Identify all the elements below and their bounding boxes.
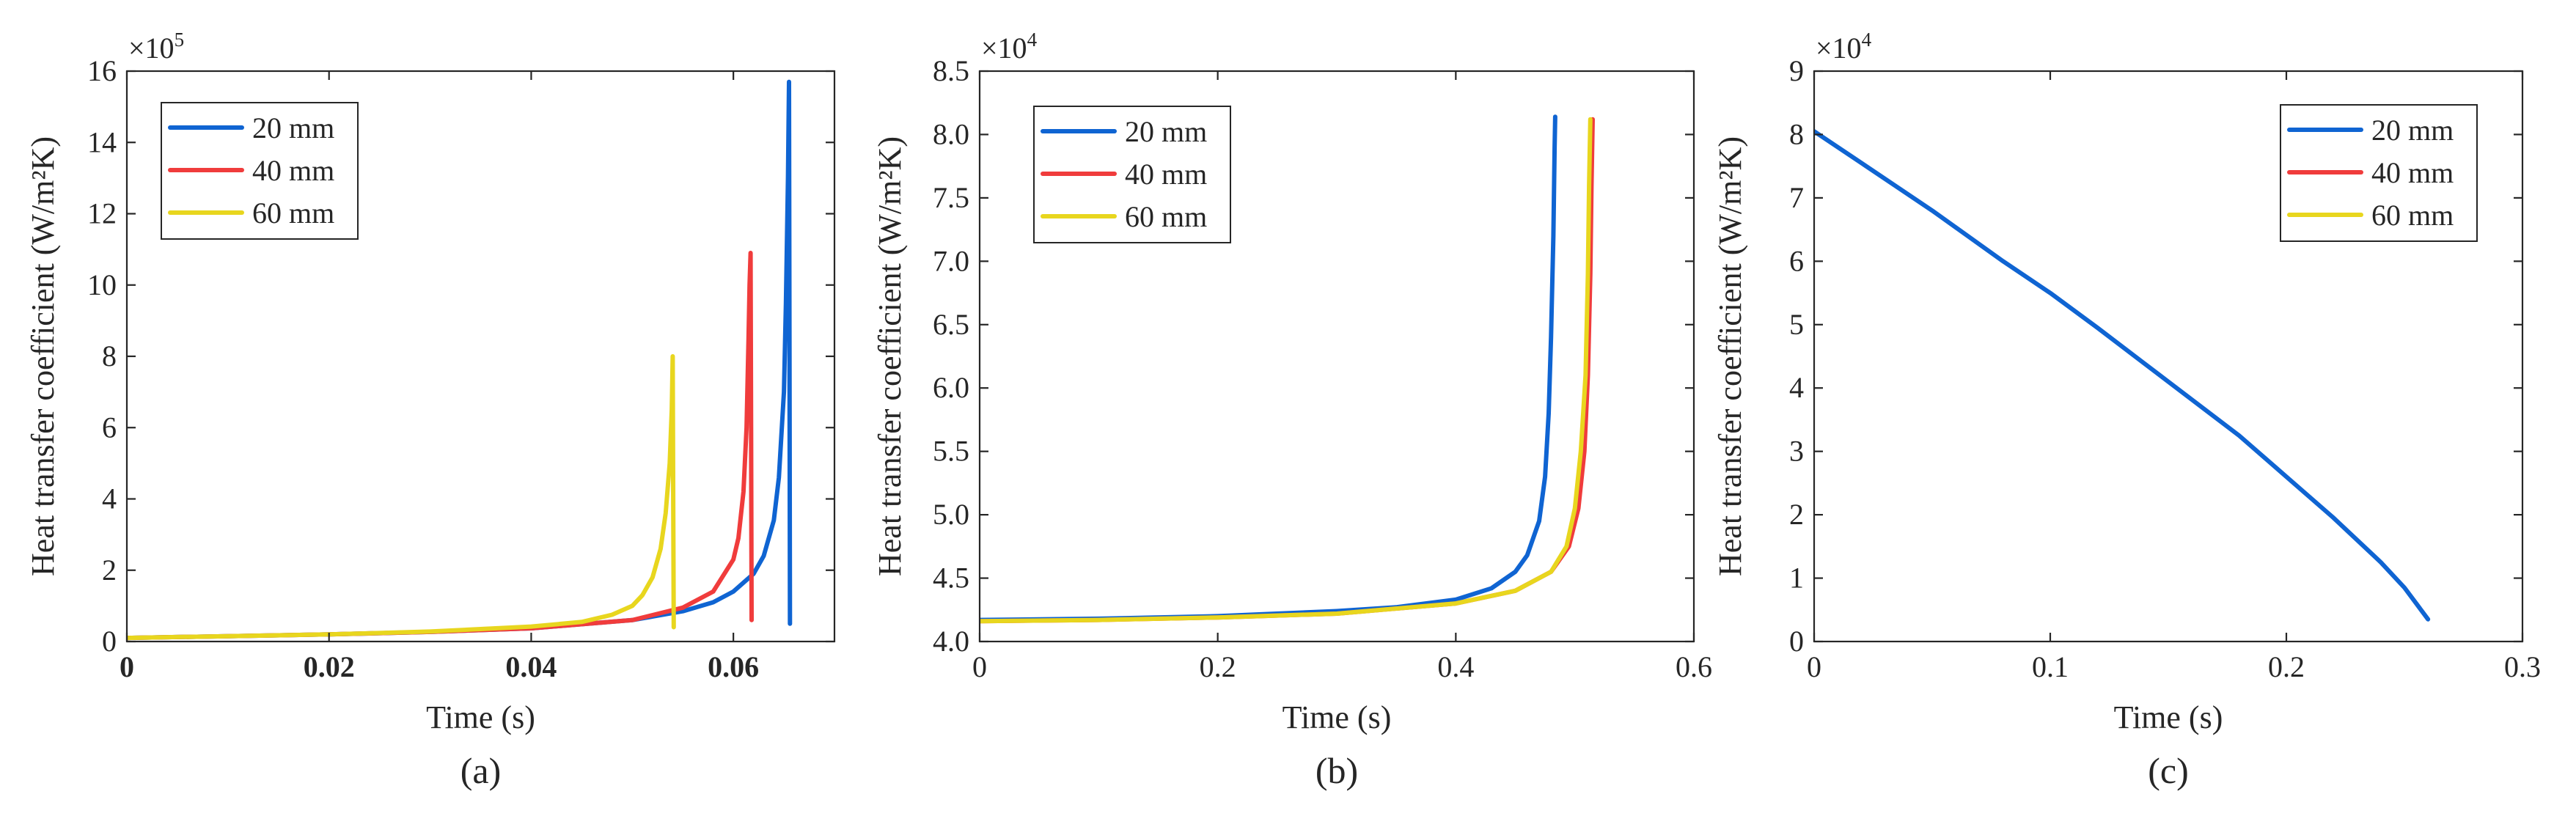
x-tick-label: 0.2	[1200, 650, 1236, 683]
x-tick-label: 0.3	[2504, 650, 2541, 683]
x-axis-label: Time (s)	[2114, 699, 2223, 735]
plot-frame	[1813, 70, 2524, 643]
y-tick-label: 2	[1789, 498, 1804, 531]
series-line-60-mm	[980, 117, 1593, 624]
x-tick-label: 0.4	[1437, 650, 1474, 683]
legend-label: 60 mm	[2371, 199, 2454, 232]
y-tick-label: 4.0	[933, 625, 969, 658]
y-tick-label: 7	[1789, 181, 1804, 214]
y-tick-label: 0	[102, 625, 117, 658]
legend-label: 20 mm	[2371, 114, 2454, 147]
legend-label: 60 mm	[252, 196, 334, 229]
y-tick-label: 1	[1789, 562, 1804, 595]
y-tick-label: 9	[1789, 54, 1804, 87]
y-multiplier: ×104	[981, 29, 1038, 65]
series-line-20-mm	[1814, 129, 2431, 622]
y-tick-label: 6.5	[933, 308, 969, 341]
y-tick-label: 5.0	[933, 498, 969, 531]
x-tick-label: 0.2	[2268, 650, 2305, 683]
y-tick-label: 6	[1789, 244, 1804, 277]
y-tick-label: 0	[1789, 625, 1804, 658]
legend: 20 mm 40 mm 60 mm	[161, 102, 359, 240]
x-tick-label: 0.02	[304, 650, 355, 683]
y-tick-label: 4	[1789, 371, 1804, 404]
y-tick-label: 16	[87, 54, 117, 87]
y-tick-label: 8	[1789, 117, 1804, 150]
y-tick-label: 8.0	[933, 117, 969, 150]
legend-label: 40 mm	[252, 154, 334, 187]
y-tick-label: 6.0	[933, 371, 969, 404]
y-multiplier-base: ×10	[1816, 32, 1862, 65]
chart-panel-b: 0 0.2 0.4 0.6 4.0 4.5 5.0 5.5 6.0 6.5 7.0 7.5 8.0 8.5…	[872, 29, 1712, 791]
x-tick-label: 0	[1807, 650, 1821, 683]
y-tick-label: 8.5	[933, 54, 969, 87]
panel-caption: (b)	[1315, 750, 1358, 791]
series-line-60-mm	[127, 354, 676, 641]
y-multiplier-base: ×10	[981, 32, 1027, 65]
y-multiplier: ×105	[128, 29, 184, 65]
x-axis-label: Time (s)	[1283, 699, 1392, 735]
y-tick-label: 5	[1789, 308, 1804, 341]
y-multiplier: ×104	[1816, 29, 1872, 65]
x-tick-label: 0	[120, 650, 134, 683]
y-multiplier-exponent: 4	[1862, 29, 1872, 51]
series-line-40-mm	[127, 251, 754, 641]
x-tick-label: 0.1	[2032, 650, 2069, 683]
x-tick-label: 0.04	[505, 650, 557, 683]
legend-label: 20 mm	[1125, 115, 1207, 148]
y-tick-label: 7.5	[933, 181, 969, 214]
legend-label: 20 mm	[252, 111, 334, 144]
panel-caption: (a)	[460, 750, 502, 791]
y-tick-label: 4.5	[933, 562, 969, 595]
y-multiplier-exponent: 5	[175, 29, 185, 51]
y-tick-label: 4	[102, 482, 117, 515]
plot-frame	[978, 70, 1695, 643]
x-axis-label: Time (s)	[426, 699, 535, 735]
x-tick-label: 0	[972, 650, 987, 683]
y-tick-label: 5.5	[933, 435, 969, 468]
chart-panel-a: 0 0.02 0.04 0.06 0 2 4 6 8 10 12 14 16 ×105 Time (s) He…	[25, 29, 836, 791]
y-tick-label: 10	[87, 268, 117, 301]
x-tick-label: 0.6	[1676, 650, 1712, 683]
y-axis-label: Heat transfer coefficient (W/m²K)	[872, 136, 908, 576]
y-multiplier-base: ×10	[128, 32, 175, 65]
legend-label: 40 mm	[1125, 158, 1207, 191]
y-tick-label: 8	[102, 339, 117, 372]
y-multiplier-exponent: 4	[1027, 29, 1038, 51]
y-axis-label: Heat transfer coefficient (W/m²K)	[1712, 136, 1748, 576]
y-tick-label: 6	[102, 411, 117, 444]
panel-caption: (c)	[2148, 750, 2189, 791]
legend-label: 60 mm	[1125, 200, 1207, 233]
y-tick-label: 2	[102, 554, 117, 587]
y-tick-label: 7.0	[933, 244, 969, 277]
x-tick-label: 0.06	[708, 650, 759, 683]
y-tick-label: 12	[87, 197, 117, 230]
y-tick-label: 14	[87, 125, 117, 158]
legend: 20 mm 40 mm 60 mm	[2280, 104, 2478, 242]
y-axis-label: Heat transfer coefficient (W/m²K)	[25, 136, 61, 576]
legend: 20 mm 40 mm 60 mm	[1033, 106, 1231, 243]
legend-label: 40 mm	[2371, 156, 2454, 189]
y-tick-label: 3	[1789, 435, 1804, 468]
